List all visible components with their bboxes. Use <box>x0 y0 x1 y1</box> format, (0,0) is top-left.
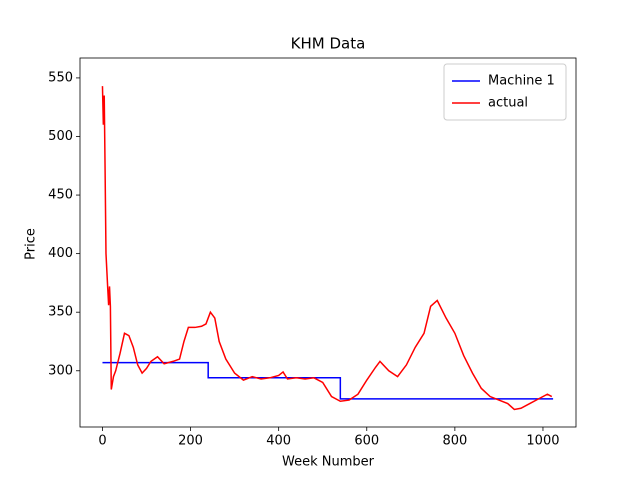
x-tick-label: 600 <box>354 434 379 449</box>
x-tick-label: 1000 <box>526 434 559 449</box>
chart-title: KHM Data <box>291 35 366 53</box>
x-tick-label: 800 <box>442 434 467 449</box>
x-axis-label: Week Number <box>282 455 375 470</box>
y-tick-label: 400 <box>48 246 73 261</box>
y-axis-label: Price <box>24 228 39 260</box>
y-tick-label: 500 <box>48 129 73 144</box>
x-tick-label: 0 <box>98 434 106 449</box>
legend-box <box>443 63 567 121</box>
legend-label: Machine 1 <box>488 74 555 89</box>
x-tick-label: 200 <box>178 434 203 449</box>
y-tick-label: 450 <box>48 188 73 203</box>
legend-label: actual <box>488 96 528 111</box>
y-tick-label: 550 <box>48 70 73 85</box>
data-line <box>101 86 553 411</box>
y-tick-label: 300 <box>48 363 73 378</box>
y-tick-label: 350 <box>48 305 73 320</box>
x-tick-label: 400 <box>266 434 291 449</box>
data-line <box>102 361 554 400</box>
plot-frame <box>79 57 577 428</box>
